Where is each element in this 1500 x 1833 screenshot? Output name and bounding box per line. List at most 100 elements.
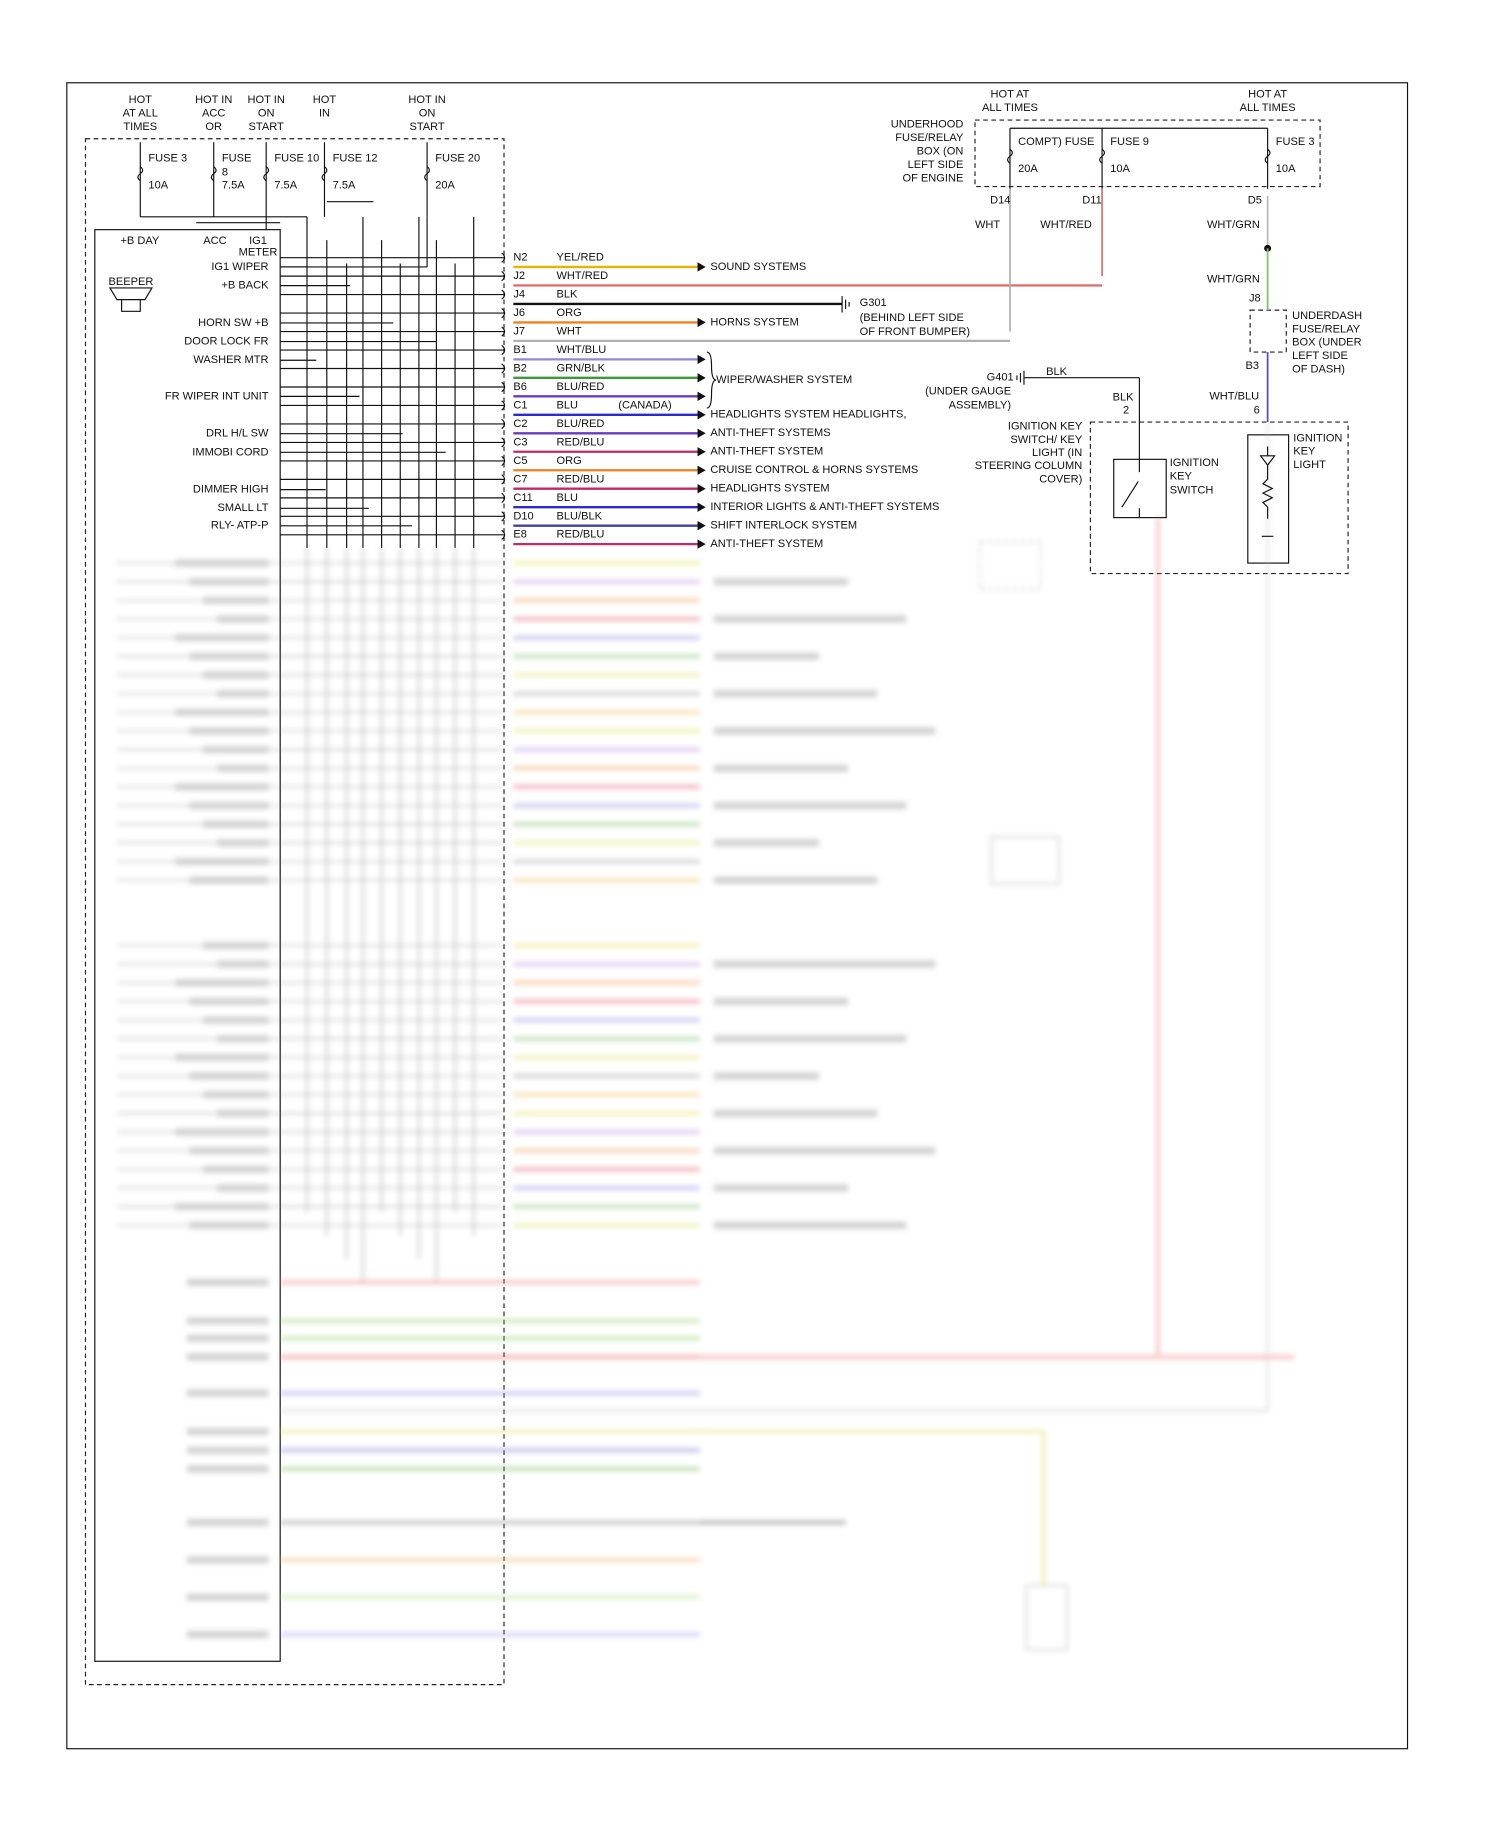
- label: LEFT SIDE: [1292, 350, 1348, 362]
- fuse-rating: 10A: [148, 179, 168, 191]
- wire-color: WHT/GRN: [1207, 219, 1260, 231]
- connector: [501, 307, 506, 319]
- connector: [501, 492, 506, 503]
- label: BOX (ON: [917, 145, 964, 157]
- fuse-rating: 20A: [435, 179, 455, 191]
- module-pin: FR WIPER INT UNIT: [165, 390, 269, 402]
- power-source: ALL TIMES: [1240, 102, 1296, 114]
- wire-color: RED/BLU: [556, 473, 604, 485]
- label: IGNITION KEY: [1008, 421, 1083, 433]
- blur-text: [186, 1334, 269, 1342]
- power-source: HOT IN: [195, 94, 232, 106]
- pin-id: N2: [513, 252, 527, 264]
- destination: ANTI-THEFT SYSTEM: [710, 446, 823, 458]
- arrow: [697, 465, 706, 475]
- fuse-symbol: [321, 166, 328, 182]
- pin-id: C3: [513, 436, 527, 448]
- blur-text: [217, 690, 269, 698]
- fuse-rating: 7.5A: [274, 179, 297, 191]
- blur-text: [189, 578, 269, 586]
- fuse-symbol: [424, 166, 430, 182]
- label: WIPER/WASHER SYSTEM: [716, 374, 852, 386]
- blur-text: [713, 1109, 878, 1117]
- label: FUSE/RELAY: [895, 132, 964, 144]
- connector: [501, 511, 506, 522]
- power-source: HOT IN: [248, 94, 285, 106]
- power-source: HOT AT: [991, 88, 1030, 100]
- fuse-rating: 7.5A: [222, 179, 245, 191]
- power-source: TIMES: [123, 121, 157, 133]
- power-source: HOT: [129, 94, 153, 106]
- blur-text: [217, 839, 269, 847]
- label: WHT/GRN: [1207, 274, 1260, 286]
- destination: HEADLIGHTS SYSTEM HEADLIGHTS,: [710, 409, 906, 421]
- destination: HORNS SYSTEM: [710, 316, 799, 328]
- label: OF ENGINE: [902, 172, 963, 184]
- power-source: ON: [419, 108, 436, 120]
- label: B3: [1245, 360, 1259, 372]
- label: ASSEMBLY): [949, 400, 1012, 412]
- blur-text: [186, 1278, 269, 1286]
- label: OF FRONT BUMPER): [860, 326, 970, 338]
- label: UNDERDASH: [1292, 310, 1362, 322]
- label: IGNITION: [1170, 457, 1219, 469]
- fuse-symbol: [210, 166, 217, 182]
- switch-contact: [1121, 459, 1140, 518]
- fuse-name: FUSE 3: [1276, 136, 1315, 148]
- wire-color: WHT/RED: [1040, 219, 1092, 231]
- blur-text: [713, 1147, 936, 1155]
- destination: INTERIOR LIGHTS & ANTI-THEFT SYSTEMS: [710, 501, 939, 513]
- arrow: [697, 484, 706, 494]
- key-light-parts: [1259, 446, 1276, 537]
- fuse-name: COMPT) FUSE: [1018, 136, 1094, 148]
- module-pin: DRL H/L SW: [206, 428, 269, 440]
- label: ACC: [203, 235, 226, 247]
- arrow: [697, 447, 706, 457]
- module-pin: IMMOBI CORD: [192, 446, 268, 458]
- connector: [501, 252, 506, 263]
- power-source: ACC: [202, 108, 225, 120]
- blur-text: [713, 727, 936, 735]
- label: +B DAY: [120, 235, 159, 247]
- blur-text: [713, 839, 819, 847]
- destination: SOUND SYSTEMS: [710, 261, 806, 273]
- blur-text: [217, 1184, 269, 1192]
- blur-text: [713, 652, 819, 660]
- label: KEY: [1170, 471, 1193, 483]
- fuse-symbol: [137, 166, 144, 182]
- fuse-name: 8: [222, 166, 228, 178]
- blur-text: [175, 979, 269, 987]
- fuse-name: FUSE 12: [333, 152, 378, 164]
- blur-box: [1025, 1584, 1068, 1651]
- blur-text: [189, 1072, 269, 1080]
- fuse-rating: 10A: [1276, 163, 1296, 175]
- connector: [501, 529, 506, 540]
- blur-text: [189, 802, 269, 810]
- power-source: START: [249, 121, 284, 133]
- label: BLK: [1046, 366, 1068, 378]
- pin-id: B2: [513, 362, 527, 374]
- module-pin: SMALL LT: [217, 502, 268, 514]
- wire-color: RED/BLU: [556, 436, 604, 448]
- arrow: [697, 391, 706, 401]
- blur-text: [713, 1035, 907, 1043]
- label: STEERING COLUMN: [975, 460, 1083, 472]
- destination: ANTI-THEFT SYSTEM: [710, 538, 823, 550]
- label: KEY: [1293, 446, 1316, 458]
- ground: [841, 296, 850, 313]
- label: BLK: [1113, 391, 1135, 403]
- note: (CANADA): [618, 399, 671, 411]
- blur-text: [713, 960, 936, 968]
- blur-text: [713, 615, 907, 623]
- fuse-rating: 10A: [1110, 163, 1130, 175]
- blur-text: [186, 1317, 269, 1325]
- label: G401: [987, 372, 1014, 384]
- ignition-assembly-outline: [1089, 421, 1349, 575]
- label: G301: [860, 297, 887, 309]
- pin-id: J2: [513, 270, 525, 282]
- arrow: [697, 373, 706, 383]
- power-source: ON: [258, 108, 275, 120]
- label: UNDERHOOD: [891, 119, 964, 131]
